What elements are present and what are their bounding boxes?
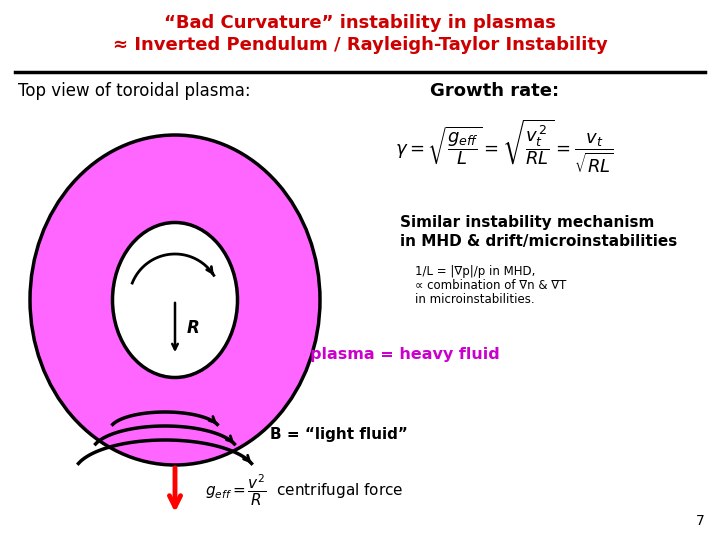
Text: R: R — [187, 319, 199, 337]
Text: in microinstabilities.: in microinstabilities. — [415, 293, 535, 306]
Text: $g_{eff} = \dfrac{v^2}{R}$  centrifugal force: $g_{eff} = \dfrac{v^2}{R}$ centrifugal f… — [205, 472, 404, 508]
Text: B = “light fluid”: B = “light fluid” — [270, 428, 408, 442]
Text: 7: 7 — [696, 514, 705, 528]
Text: $\gamma = \sqrt{\dfrac{g_{eff}}{L}} = \sqrt{\dfrac{v_t^{\,2}}{RL}} = \dfrac{v_t}: $\gamma = \sqrt{\dfrac{g_{eff}}{L}} = \s… — [395, 118, 614, 176]
Text: plasma = heavy fluid: plasma = heavy fluid — [310, 348, 500, 362]
Text: Growth rate:: Growth rate: — [430, 82, 559, 100]
Ellipse shape — [112, 222, 238, 377]
Text: ∝ combination of ∇n & ∇T: ∝ combination of ∇n & ∇T — [415, 279, 567, 292]
Text: ≈ Inverted Pendulum / Rayleigh-Taylor Instability: ≈ Inverted Pendulum / Rayleigh-Taylor In… — [112, 36, 608, 54]
Text: in MHD & drift/microinstabilities: in MHD & drift/microinstabilities — [400, 234, 678, 249]
Text: “Bad Curvature” instability in plasmas: “Bad Curvature” instability in plasmas — [164, 14, 556, 32]
Text: 1/L = |∇p|/p in MHD,: 1/L = |∇p|/p in MHD, — [415, 265, 536, 278]
Text: Similar instability mechanism: Similar instability mechanism — [400, 215, 654, 230]
Text: Top view of toroidal plasma:: Top view of toroidal plasma: — [18, 82, 251, 100]
Ellipse shape — [30, 135, 320, 465]
